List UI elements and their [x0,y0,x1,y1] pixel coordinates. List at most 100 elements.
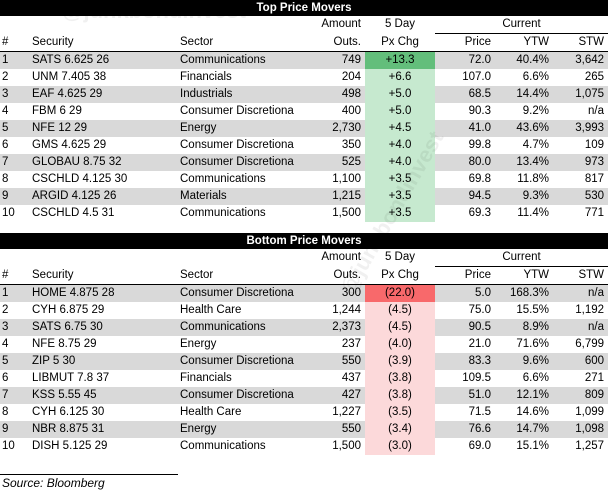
table-row: 3 SATS 6.75 30 Communications 2,373 (4.5) 90.… [0,319,608,336]
row-stw: 809 [553,387,608,404]
top-section-title: Top Price Movers [0,0,608,16]
table-row: 9 NBR 8.875 31 Energy 550 (3.4) 76.6 14.7% 1,09… [0,421,608,438]
row-amount: 1,500 [332,207,361,219]
row-security: HOME 4.875 28 [28,284,176,302]
row-price: 21.0 [468,338,491,350]
row-security: GLOBAU 8.75 32 [28,154,176,171]
row-amount: 2,730 [309,120,365,137]
row-price: 5.0 [435,284,495,302]
row-px-chg: (3.4) [365,421,435,438]
header-num: # [0,33,28,52]
row-amount: 400 [341,105,361,117]
row-ytw: 8.9% [495,319,553,336]
table-row: 7 KSS 5.55 45 Consumer Discretiona 427 (3.8)… [0,387,608,404]
header-row-2: # Security Sector Outs. Px Chg Price YTW STW [0,33,608,52]
table-row: 5 NFE 12 29 Energy 2,730 +4.5 41.0 43.6% 3,993 [0,120,608,137]
row-sector: Communications [180,440,266,452]
header-num: # [0,266,28,285]
row-stw: n/a [553,319,608,336]
price-movers-table: Top Price Movers Amount 5 Day Current # Secur… [0,0,608,455]
row-price: 94.5 [435,188,495,205]
row-price: 90.3 [468,105,491,117]
table-row: 4 FBM 6 29 Consumer Discretiona 400 +5.0 90.3… [0,103,608,120]
row-px-chg: +4.0 [365,137,435,154]
row-stw: 6,799 [575,338,605,350]
row-px-chg: +3.5 [365,188,435,205]
header-current: Current [435,249,608,267]
row-sector: Communications [180,207,266,219]
table-row: 10 CSCHLD 4.5 31 Communications 1,500 +3.5 69… [0,205,608,222]
header-px-chg: Px Chg [365,33,435,52]
row-rank: 6 [2,372,9,384]
header-row-1: Amount 5 Day Current [0,249,608,267]
row-sector: Financials [180,372,232,384]
source-note: Source: Bloomberg [2,476,105,490]
row-amount: 427 [309,387,365,404]
table-row: 5 ZIP 5 30 Consumer Discretiona 550 (3.9) 83.… [0,353,608,370]
header-row-1: Amount 5 Day Current [0,16,608,34]
row-rank: 9 [0,421,28,438]
row-stw: 3,642 [553,51,608,69]
row-sector: Communications [176,51,309,69]
row-rank: 7 [0,387,28,404]
row-ytw: 6.6% [522,71,549,83]
row-sector: Consumer Discretiona [176,154,309,171]
row-amount: 237 [341,338,361,350]
table-row: 3 EAF 4.625 29 Industrials 498 +5.0 68.5 14.4%… [0,86,608,103]
row-price: 51.0 [435,387,495,404]
row-rank: 8 [2,406,9,418]
header-ytw: YTW [495,266,553,285]
row-sector: Financials [180,71,232,83]
row-security: SATS 6.625 26 [28,51,176,69]
row-amount: 498 [309,86,365,103]
header-sector: Sector [176,266,309,285]
row-ytw: 12.1% [495,387,553,404]
table-row: 9 ARGID 4.125 26 Materials 1,215 +3.5 94.5 9.3… [0,188,608,205]
bottom-movers-section: Bottom Price Movers Amount 5 Day Current # Se… [0,233,608,455]
row-sector: Communications [180,173,266,185]
top-title-row: Top Price Movers [0,0,608,16]
row-stw: 973 [553,154,608,171]
row-px-chg: +13.3 [365,51,435,69]
row-amount: 1,244 [332,304,361,316]
row-ytw: 15.5% [516,304,549,316]
row-amount: 550 [309,421,365,438]
row-px-chg: (4.5) [365,302,435,319]
row-ytw: 11.4% [517,207,549,219]
row-stw: 271 [584,372,605,384]
row-sector: Industrials [176,86,309,103]
table-row: 2 UNM 7.405 38 Financials 204 +6.6 107.0 6.6% 2… [0,69,608,86]
row-sector: Consumer Discretiona [176,284,309,302]
row-security: LIBMUT 7.8 37 [32,372,110,384]
header-security: Security [28,266,176,285]
row-sector: Energy [176,120,309,137]
row-px-chg: +5.0 [365,86,435,103]
row-price: 76.6 [435,421,495,438]
header-blank [0,16,28,34]
row-stw: 1,099 [575,406,605,418]
row-price: 41.0 [435,120,495,137]
row-stw: 817 [584,173,605,185]
row-amount: 2,373 [309,319,365,336]
row-px-chg: +4.5 [365,120,435,137]
row-px-chg: +4.0 [365,154,435,171]
row-stw: 1,098 [553,421,608,438]
row-px-chg: +5.0 [365,103,435,120]
row-rank: 10 [2,440,15,452]
row-px-chg: (4.0) [365,336,435,353]
header-blank [28,16,176,34]
row-amount: 350 [341,139,361,151]
table-row: 1 HOME 4.875 28 Consumer Discretiona 300 (22… [0,284,608,302]
row-ytw: 6.6% [522,372,549,384]
top-movers-section: Top Price Movers Amount 5 Day Current # Secur… [0,0,608,222]
row-price: 109.5 [462,372,491,384]
row-stw: 771 [584,207,605,219]
row-amount: 204 [341,71,361,83]
row-amount: 1,227 [332,406,361,418]
row-amount: 749 [309,51,365,69]
row-px-chg: (4.5) [365,319,435,336]
table-row: 8 CYH 6.125 30 Health Care 1,227 (3.5) 71.5 14… [0,404,608,421]
row-price: 72.0 [435,51,495,69]
header-5day: 5 Day [384,251,416,264]
table-row: 2 CYH 6.875 29 Health Care 1,244 (4.5) 75.0 15… [0,302,608,319]
